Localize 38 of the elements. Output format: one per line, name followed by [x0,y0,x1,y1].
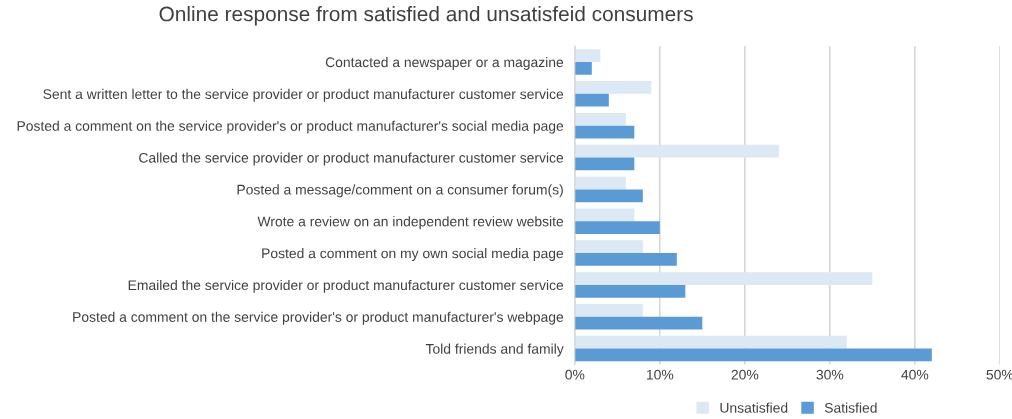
bar [574,304,643,317]
y-tick-label: Emailed the service provider or product manufacturer customer service [128,279,564,293]
bar [574,208,635,222]
bar [574,272,873,285]
y-tick-label: Posted a comment on the service provider's or product manufacturer's webpage [73,311,564,325]
bar [574,49,601,63]
x-tick-label: 0% [565,369,585,380]
y-tick-label: Sent a written letter to the service provider or product manufacturer customer service [43,88,564,102]
x-tick-label: 40% [901,369,929,380]
y-tick-label: Posted a message/comment on a consumer forum(s) [237,184,563,198]
legend-label: Satisfied [824,402,877,413]
bar [574,253,677,266]
bar [574,335,847,349]
bar [574,81,652,94]
bar [574,176,626,190]
x-tick-label: 20% [731,369,759,380]
y-tick-label: Told friends and family [425,343,564,357]
bar [574,240,643,254]
y-tick-label: Wrote a review on an independent review website [257,216,564,230]
x-tick-label: 10% [646,369,674,380]
bar [574,221,660,234]
bar [574,144,779,158]
x-tick-label: 30% [816,369,844,380]
bar [574,112,626,126]
y-tick-label: Posted a comment on the service provider's or product manufacturer's social media page [17,120,564,134]
chart-title: Online response from satisfied and unsatisfeid consumers [159,5,693,26]
legend-label: Unsatisfied [720,402,788,413]
bar [574,125,635,139]
bar [574,62,592,75]
bar [574,93,609,107]
bar [574,189,643,203]
bar [574,316,703,330]
bar [574,348,932,362]
y-tick-label: Posted a comment on my own social media page [262,248,564,261]
y-tick-label: Called the service provider or product manufacturer customer service [139,152,564,166]
y-tick-label: Contacted a newspaper or a magazine [325,56,564,70]
bar [574,157,635,171]
bar [574,284,686,298]
